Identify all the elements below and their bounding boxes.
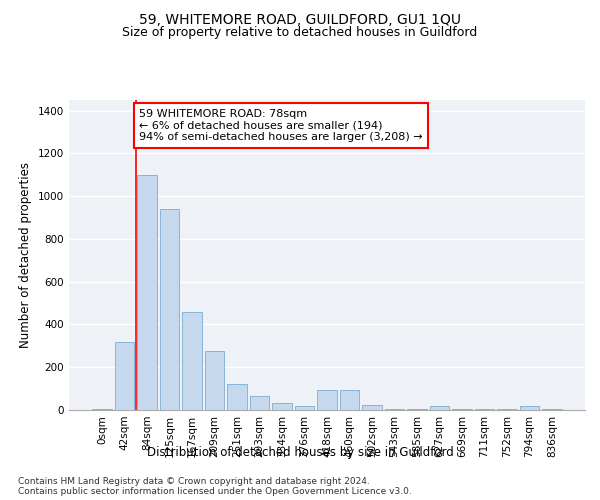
Bar xyxy=(430,406,449,410)
Bar xyxy=(520,406,539,410)
Text: Distribution of detached houses by size in Guildford: Distribution of detached houses by size … xyxy=(146,446,454,459)
Bar xyxy=(205,351,224,410)
Bar xyxy=(250,396,269,410)
Bar xyxy=(385,409,404,410)
Text: 59, WHITEMORE ROAD, GUILDFORD, GU1 1QU: 59, WHITEMORE ROAD, GUILDFORD, GU1 1QU xyxy=(139,12,461,26)
Text: Contains HM Land Registry data © Crown copyright and database right 2024.: Contains HM Land Registry data © Crown c… xyxy=(18,477,370,486)
Bar xyxy=(115,342,134,410)
Text: Contains public sector information licensed under the Open Government Licence v3: Contains public sector information licen… xyxy=(18,487,412,496)
Bar xyxy=(272,402,292,410)
Bar xyxy=(227,384,247,410)
Bar xyxy=(295,406,314,410)
Y-axis label: Number of detached properties: Number of detached properties xyxy=(19,162,32,348)
Bar xyxy=(182,312,202,410)
Bar xyxy=(160,209,179,410)
Text: 59 WHITEMORE ROAD: 78sqm
← 6% of detached houses are smaller (194)
94% of semi-d: 59 WHITEMORE ROAD: 78sqm ← 6% of detache… xyxy=(139,109,423,142)
Text: Size of property relative to detached houses in Guildford: Size of property relative to detached ho… xyxy=(122,26,478,39)
Bar xyxy=(137,175,157,410)
Bar xyxy=(407,409,427,410)
Bar xyxy=(340,390,359,410)
Bar xyxy=(362,404,382,410)
Bar xyxy=(317,390,337,410)
